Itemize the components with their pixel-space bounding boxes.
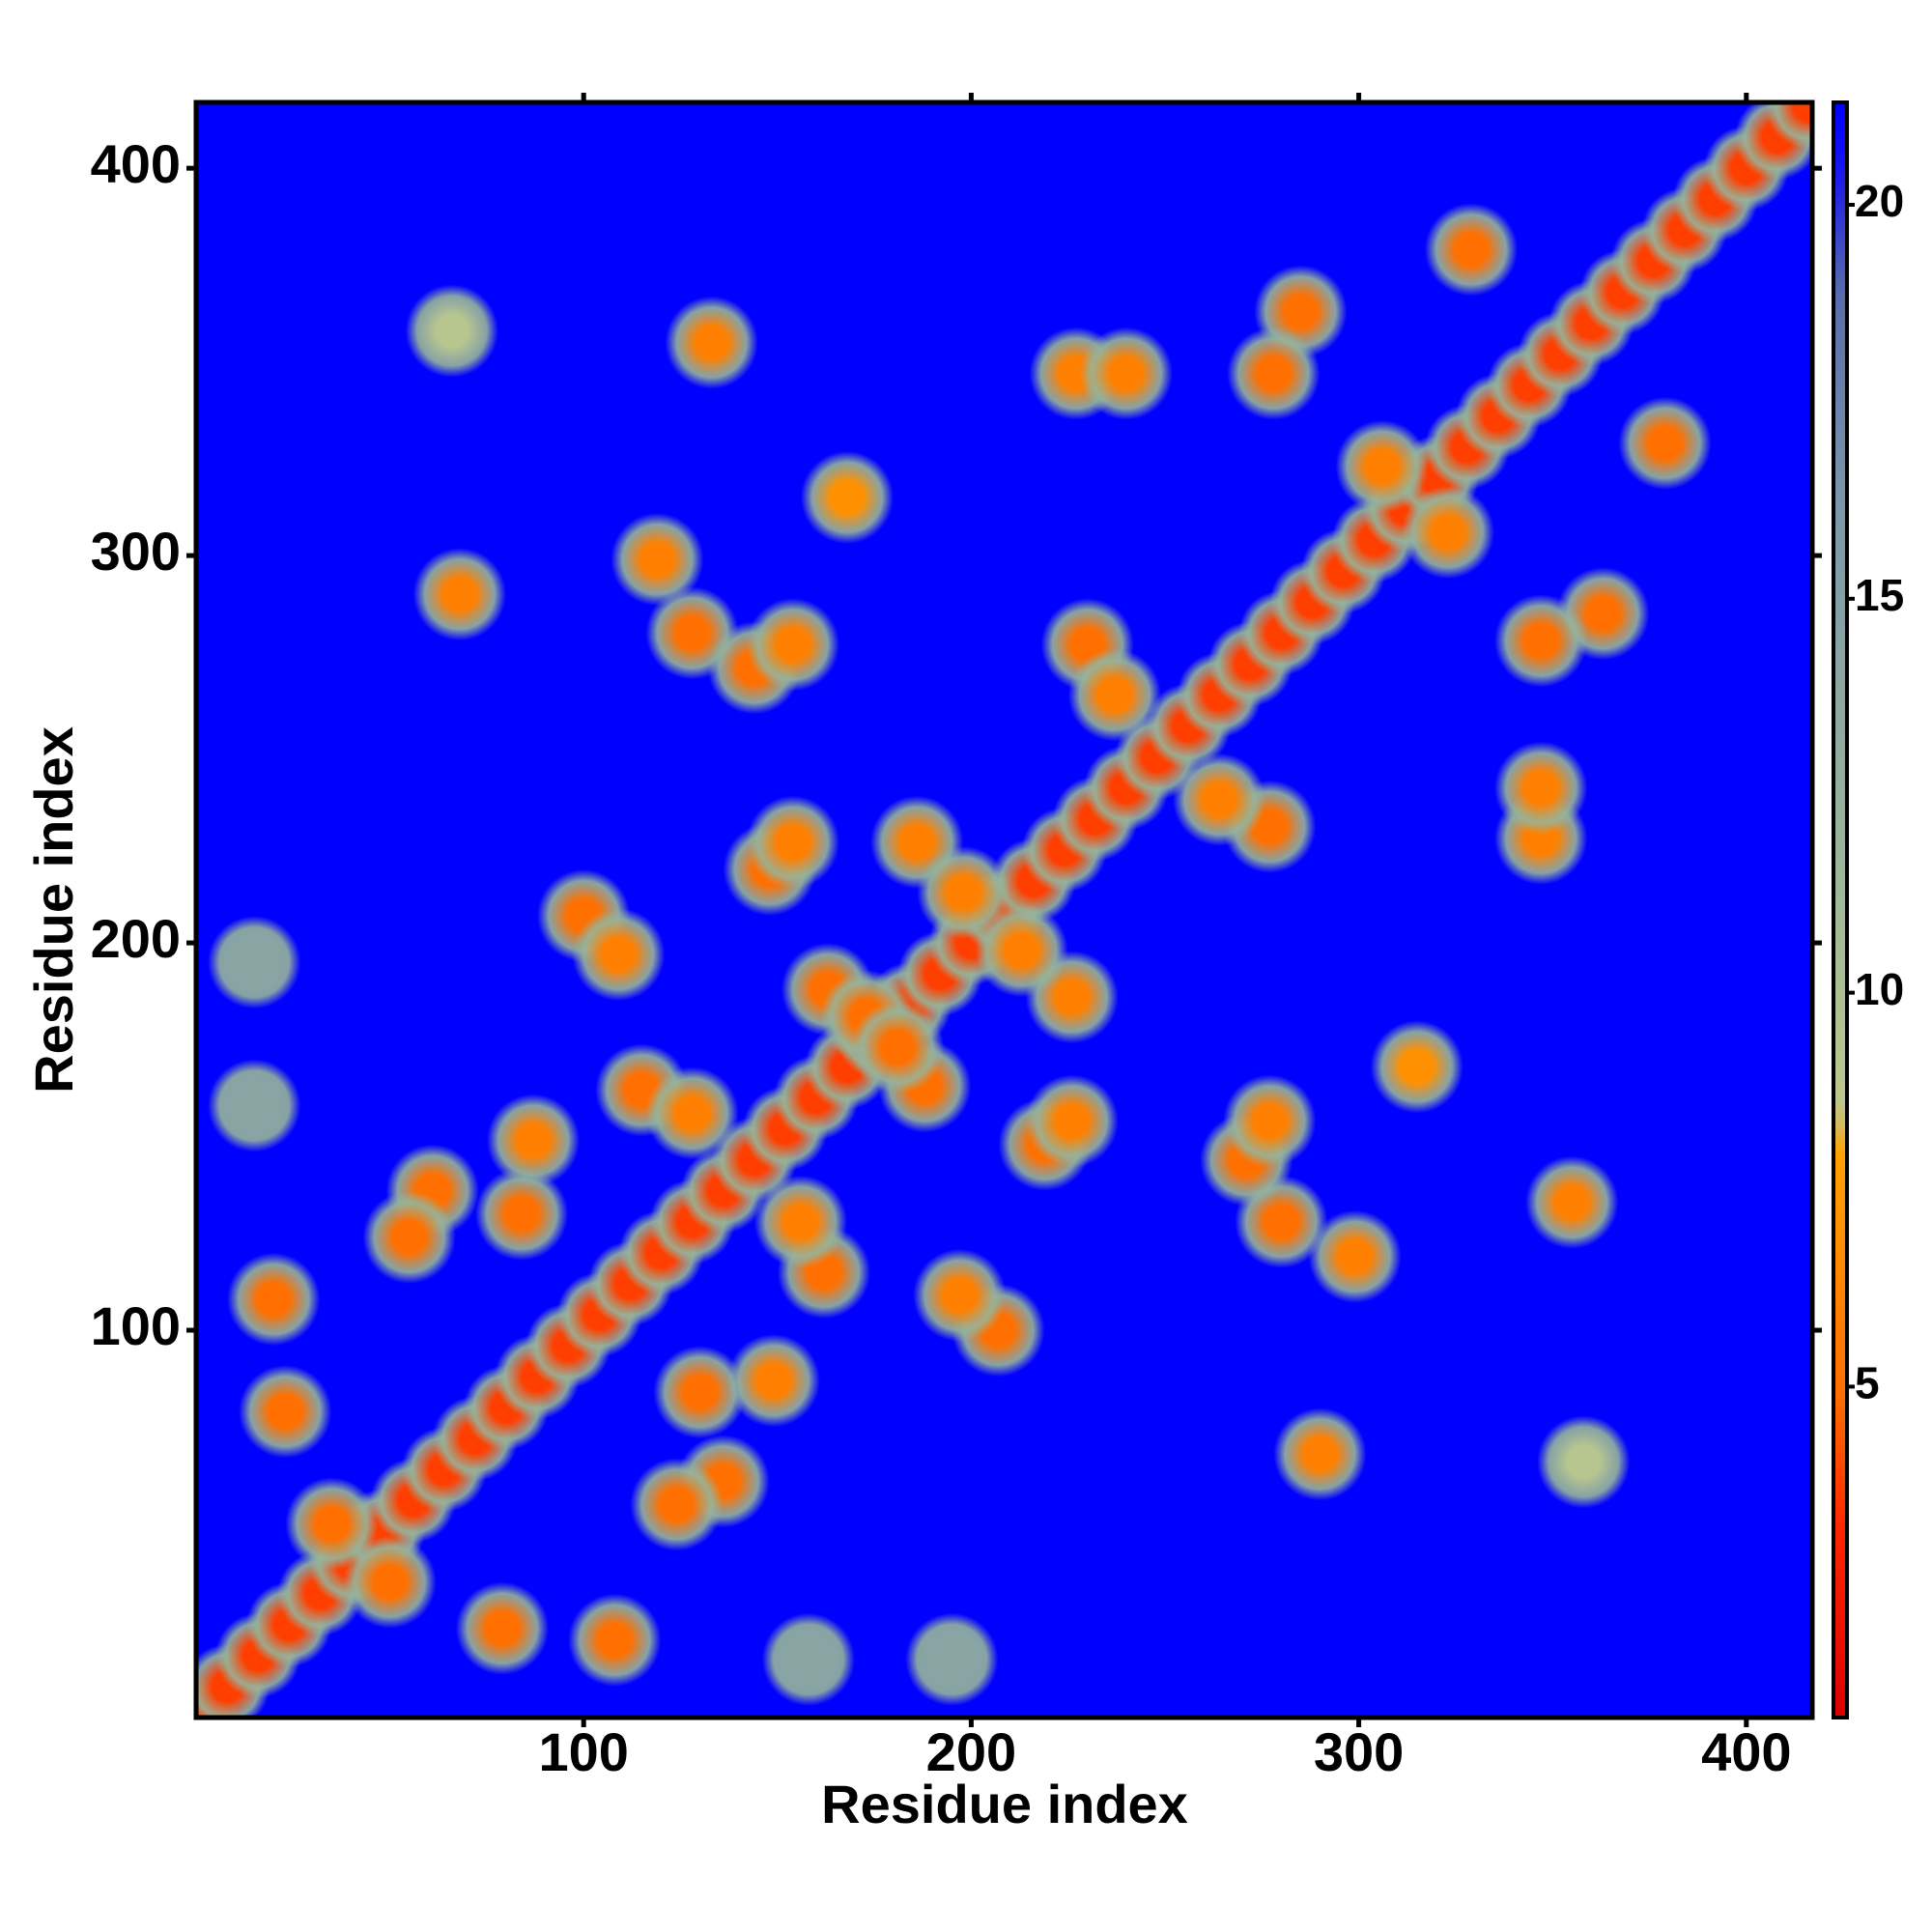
contact-patch-mirror	[343, 1535, 437, 1629]
x-axis-label: Residue index	[821, 1774, 1188, 1834]
contact-patch	[486, 1094, 581, 1187]
contact-patch-mirror	[851, 1001, 945, 1094]
contact-patch-mirror	[1618, 396, 1712, 490]
contact-patch-mirror	[913, 1248, 1007, 1343]
contact-patch-mirror	[1525, 1155, 1619, 1249]
x-tick-label: 300	[1314, 1721, 1404, 1782]
contact-patch-mirror	[761, 1612, 856, 1706]
heatmap	[196, 102, 1812, 1718]
contact-patch-mirror	[1494, 594, 1588, 688]
contact-patch-mirror	[1273, 1407, 1367, 1501]
y-tick-label: 100	[91, 1295, 181, 1356]
contact-patch	[917, 845, 1010, 940]
y-tick-label: 400	[91, 133, 181, 194]
contact-patch	[412, 548, 506, 641]
x-tick-label: 400	[1701, 1721, 1791, 1782]
contact-patch-mirror	[630, 1458, 724, 1551]
contact-patch-mirror	[568, 1593, 662, 1687]
contact-patch-mirror	[1173, 753, 1266, 846]
contact-patch-mirror	[1494, 741, 1588, 835]
contact-patch-mirror	[975, 903, 1068, 998]
contact-patch-mirror	[905, 1612, 999, 1706]
contact-patch-mirror	[653, 1346, 747, 1439]
colorbar-tick-label: 5	[1855, 1358, 1880, 1408]
colorbar-tick-label: 20	[1855, 176, 1904, 226]
contact-patch-mirror	[1537, 1415, 1631, 1509]
contact-patch	[611, 512, 704, 607]
contact-patch	[1079, 327, 1174, 420]
contact-patch	[362, 1190, 456, 1284]
colorbar-tick-label: 15	[1855, 570, 1904, 620]
contact-patch	[208, 1059, 301, 1152]
contact-patch	[405, 284, 498, 378]
colorbar	[1832, 100, 1849, 1719]
contact-patch	[1227, 327, 1321, 420]
contact-patch	[1067, 648, 1161, 742]
contact-patch	[285, 1477, 379, 1571]
contact-patch	[239, 1365, 332, 1459]
contact-patch	[572, 907, 666, 1002]
contact-patch-mirror	[455, 1581, 550, 1675]
colorbar-tick-label: 10	[1855, 964, 1904, 1014]
contact-patch	[227, 1252, 321, 1347]
plot-frame	[193, 99, 1815, 1720]
y-axis-label: Residue index	[23, 726, 84, 1094]
contact-patch-mirror	[1308, 1209, 1402, 1304]
contact-patch-mirror	[1401, 485, 1495, 580]
contact-patch-mirror	[1025, 1074, 1119, 1168]
x-tick-label: 100	[538, 1721, 628, 1782]
y-tick-label: 200	[91, 908, 181, 969]
contact-patch-mirror	[1370, 1020, 1463, 1114]
contact-patch	[746, 795, 839, 889]
contact-patch	[645, 1066, 739, 1160]
contact-patch	[1424, 203, 1519, 297]
contact-patch	[1335, 419, 1429, 514]
contact-patch-mirror	[726, 1334, 820, 1428]
contact-patch	[746, 598, 839, 692]
contact-patch	[800, 450, 895, 545]
x-tick-label: 200	[926, 1721, 1016, 1782]
contact-patch	[474, 1167, 569, 1261]
contact-patch	[208, 915, 301, 1009]
contact-patch-mirror	[1223, 1074, 1317, 1168]
diagonal-cell	[1765, 102, 1812, 150]
contact-patch	[665, 296, 758, 389]
y-tick-label: 300	[91, 521, 181, 582]
contact-patch-mirror	[753, 1175, 848, 1268]
